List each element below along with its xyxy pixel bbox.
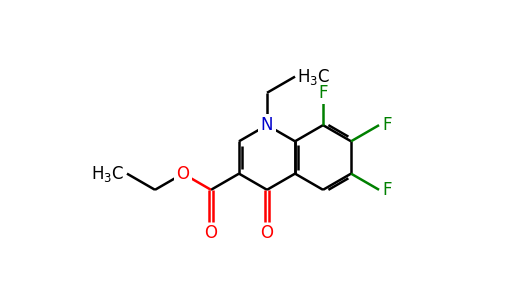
Text: H$_3$C: H$_3$C [297,67,331,87]
Text: N: N [261,116,273,134]
Text: F: F [318,84,328,102]
Text: F: F [382,181,392,199]
Text: H$_3$C: H$_3$C [92,164,125,184]
Text: O: O [261,224,273,242]
Text: O: O [177,165,189,182]
Text: O: O [204,224,218,242]
Text: F: F [382,116,392,134]
